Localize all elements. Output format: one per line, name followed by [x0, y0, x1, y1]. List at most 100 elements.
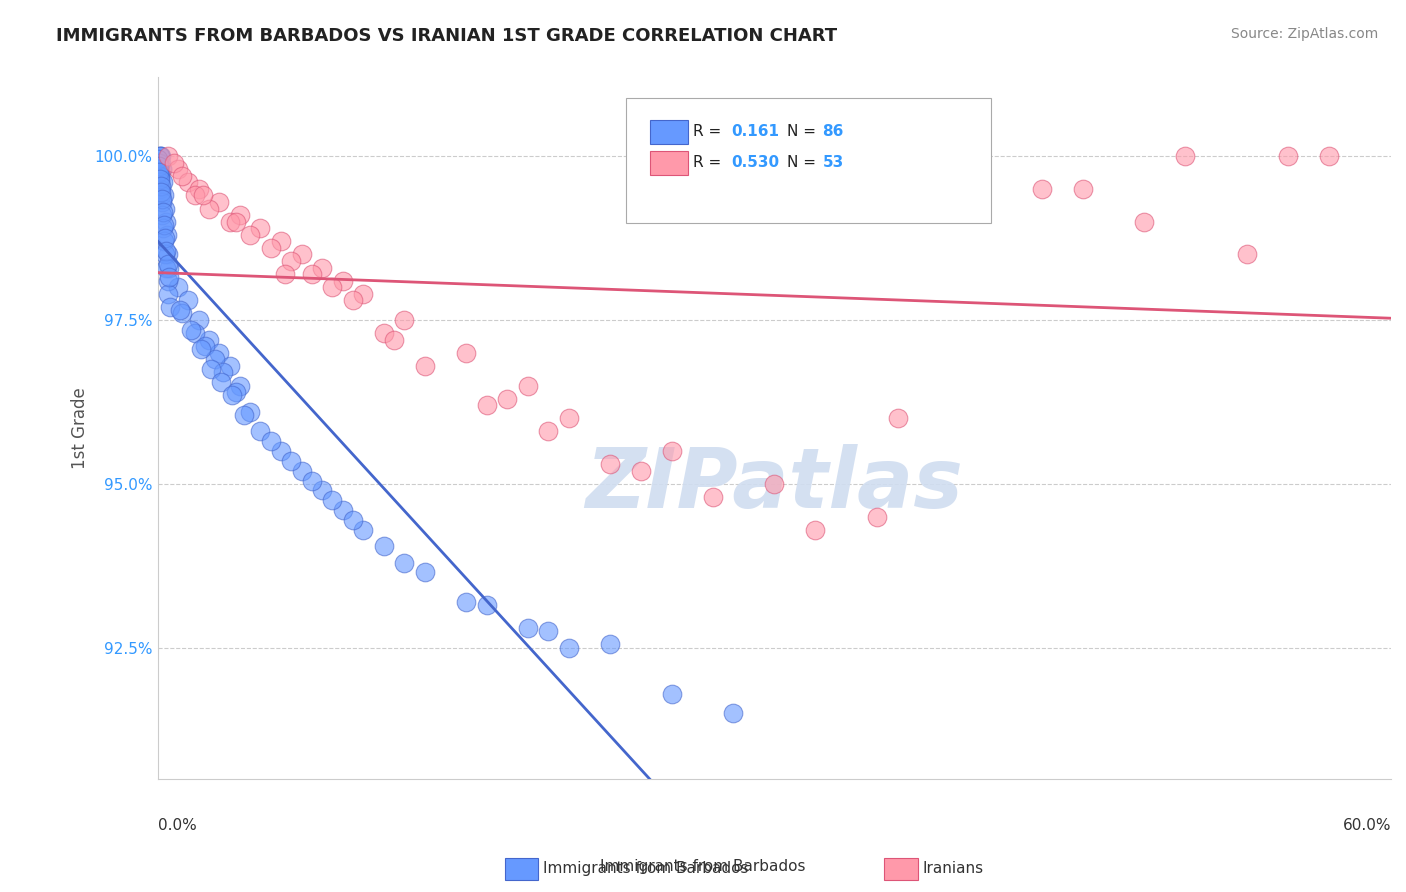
Point: [352, 523, 374, 537]
Point: [321, 493, 343, 508]
Point: [198, 333, 221, 347]
Point: [382, 333, 405, 347]
Point: [156, 274, 179, 288]
Point: [204, 352, 226, 367]
Point: [183, 188, 205, 202]
Text: R =: R =: [693, 155, 727, 169]
Point: [187, 182, 209, 196]
Point: [373, 326, 395, 340]
Point: [274, 267, 297, 281]
Point: [558, 640, 581, 655]
Point: [239, 227, 262, 242]
Point: [413, 566, 436, 580]
Point: [311, 483, 333, 498]
Text: Iranians: Iranians: [922, 862, 983, 876]
Point: [150, 162, 173, 177]
Point: [153, 202, 176, 216]
Point: [190, 343, 212, 357]
Text: 0.0%: 0.0%: [157, 818, 197, 833]
Point: [218, 215, 240, 229]
Point: [233, 408, 256, 422]
Point: [721, 706, 744, 721]
Text: Immigrants from Barbados: Immigrants from Barbados: [600, 859, 806, 874]
Point: [150, 194, 173, 209]
Point: [373, 539, 395, 553]
Point: [187, 313, 209, 327]
Point: [1174, 149, 1197, 163]
Point: [153, 235, 176, 249]
Point: [537, 624, 560, 639]
Point: [218, 359, 240, 373]
Point: [1277, 149, 1299, 163]
Point: [702, 490, 724, 504]
Point: [208, 194, 231, 209]
Point: [169, 303, 191, 318]
Point: [260, 241, 283, 255]
Point: [152, 221, 174, 235]
Point: [516, 378, 538, 392]
Point: [156, 257, 179, 271]
Point: [1031, 182, 1053, 196]
Point: [454, 595, 477, 609]
Point: [352, 286, 374, 301]
Text: 0.161: 0.161: [731, 124, 779, 138]
Point: [249, 425, 271, 439]
Point: [866, 509, 889, 524]
Point: [148, 155, 170, 169]
Point: [149, 149, 172, 163]
Point: [157, 260, 180, 275]
Point: [177, 175, 200, 189]
Point: [301, 267, 323, 281]
Point: [394, 556, 416, 570]
Text: 0.530: 0.530: [731, 155, 779, 169]
Point: [198, 202, 221, 216]
Point: [150, 185, 173, 199]
Point: [260, 434, 283, 449]
Point: [229, 208, 252, 222]
Point: [290, 247, 312, 261]
Text: Immigrants from Barbados: Immigrants from Barbados: [543, 862, 748, 876]
Point: [332, 503, 354, 517]
Point: [332, 274, 354, 288]
Point: [153, 218, 176, 232]
Point: [148, 153, 170, 167]
Point: [599, 638, 621, 652]
Point: [969, 149, 991, 163]
Point: [191, 188, 214, 202]
Point: [167, 280, 190, 294]
Point: [156, 227, 179, 242]
Point: [159, 300, 181, 314]
Point: [172, 306, 194, 320]
Point: [163, 155, 186, 169]
Point: [221, 388, 243, 402]
Text: ZIPatlas: ZIPatlas: [585, 444, 963, 524]
Point: [172, 169, 194, 183]
Point: [149, 178, 172, 193]
Point: [208, 345, 231, 359]
Point: [148, 182, 170, 196]
Point: [342, 293, 364, 308]
Point: [153, 188, 176, 202]
Point: [630, 464, 652, 478]
Point: [229, 378, 252, 392]
Point: [148, 169, 170, 183]
Point: [1317, 149, 1340, 163]
Point: [225, 215, 247, 229]
Point: [311, 260, 333, 275]
Point: [194, 339, 217, 353]
Point: [155, 260, 177, 275]
Text: 53: 53: [823, 155, 844, 169]
Point: [150, 155, 173, 169]
Point: [804, 523, 827, 537]
Point: [763, 476, 786, 491]
Point: [290, 464, 312, 478]
Point: [413, 359, 436, 373]
Point: [454, 345, 477, 359]
Point: [394, 313, 416, 327]
Point: [157, 286, 180, 301]
Point: [1236, 247, 1258, 261]
Point: [1133, 215, 1156, 229]
Point: [155, 231, 177, 245]
Text: 60.0%: 60.0%: [1343, 818, 1391, 833]
Point: [150, 208, 173, 222]
